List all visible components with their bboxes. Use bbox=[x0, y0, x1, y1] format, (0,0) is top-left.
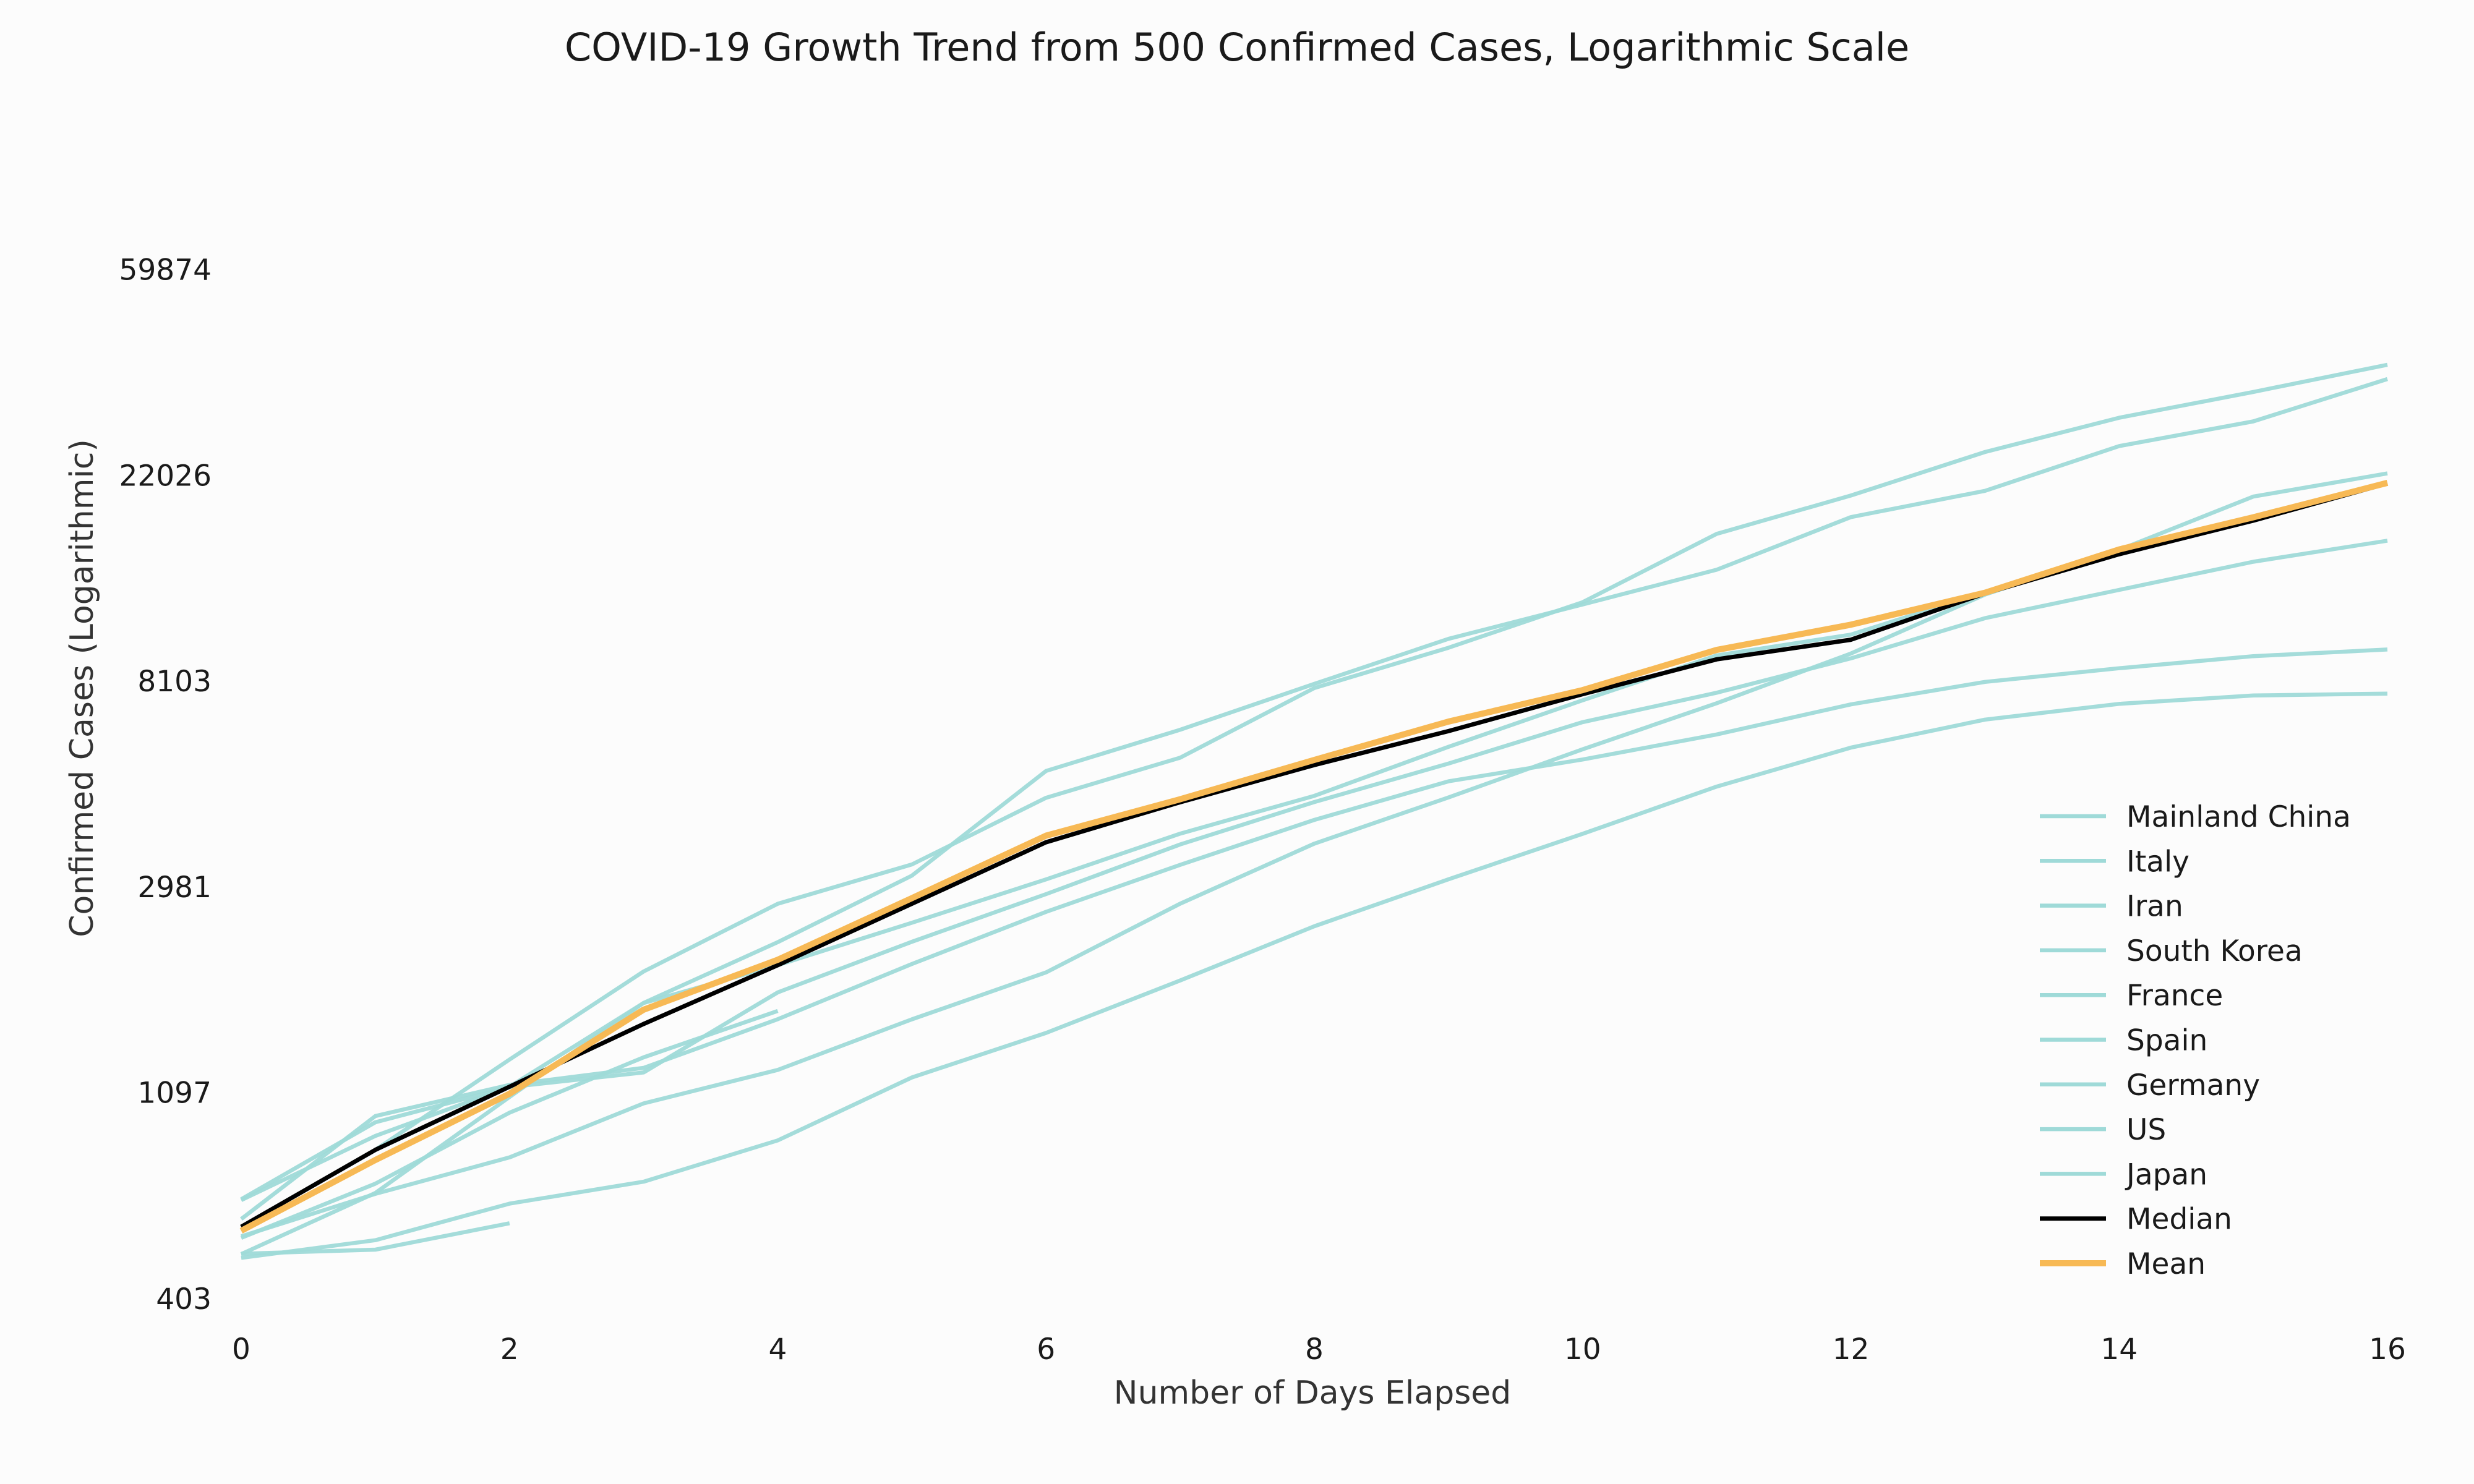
legend: Mainland China Italy Iran South Korea France… bbox=[2040, 800, 2351, 1281]
x-tick-label: 6 bbox=[1037, 1333, 1055, 1367]
series-line-iran bbox=[240, 647, 2388, 1221]
legend-label-mean: Mean bbox=[2126, 1247, 2206, 1281]
series-line-mainland-china bbox=[240, 362, 2388, 1229]
legend-label-france: France bbox=[2126, 979, 2223, 1013]
y-tick-label: 59874 bbox=[119, 254, 212, 288]
x-tick-label: 0 bbox=[232, 1333, 250, 1367]
x-tick-label: 4 bbox=[769, 1333, 787, 1367]
series-line-south-korea bbox=[241, 691, 2388, 1260]
x-tick-label: 12 bbox=[1833, 1333, 1870, 1367]
y-tick-label: 2981 bbox=[137, 871, 212, 905]
series-line-japan bbox=[241, 1221, 510, 1256]
series-line-mean bbox=[239, 480, 2389, 1234]
legend-label-italy: Italy bbox=[2126, 845, 2189, 879]
legend-label-median: Median bbox=[2126, 1203, 2232, 1237]
y-axis-ticks: 403 1097 2981 8103 22026 59874 bbox=[119, 254, 212, 1316]
legend-label-us: US bbox=[2126, 1113, 2166, 1147]
x-tick-label: 10 bbox=[1564, 1333, 1601, 1367]
y-tick-label: 22026 bbox=[119, 459, 212, 493]
legend-label-iran: Iran bbox=[2126, 890, 2183, 924]
legend-label-mainland-china: Mainland China bbox=[2126, 800, 2351, 834]
y-axis-label: Confirmed Cases (Logarithmic) bbox=[64, 439, 101, 937]
y-tick-label: 8103 bbox=[137, 665, 212, 699]
x-axis-ticks: 0 2 4 6 8 10 12 14 16 bbox=[232, 1333, 2406, 1367]
legend-label-spain: Spain bbox=[2126, 1024, 2207, 1058]
x-axis-label: Number of Days Elapsed bbox=[1114, 1375, 1512, 1412]
series-line-us bbox=[240, 1009, 779, 1240]
chart-title: COVID-19 Growth Trend from 500 Confirmed… bbox=[565, 25, 1909, 70]
x-tick-label: 2 bbox=[500, 1333, 519, 1367]
legend-label-japan: Japan bbox=[2125, 1158, 2207, 1192]
x-tick-label: 8 bbox=[1305, 1333, 1324, 1367]
y-tick-label: 403 bbox=[156, 1282, 212, 1316]
x-tick-label: 16 bbox=[2369, 1333, 2406, 1367]
legend-label-germany: Germany bbox=[2126, 1068, 2260, 1102]
y-tick-label: 1097 bbox=[137, 1077, 212, 1111]
series-lines bbox=[239, 362, 2389, 1260]
legend-label-south-korea: South Korea bbox=[2126, 934, 2303, 968]
x-tick-label: 14 bbox=[2100, 1333, 2138, 1367]
